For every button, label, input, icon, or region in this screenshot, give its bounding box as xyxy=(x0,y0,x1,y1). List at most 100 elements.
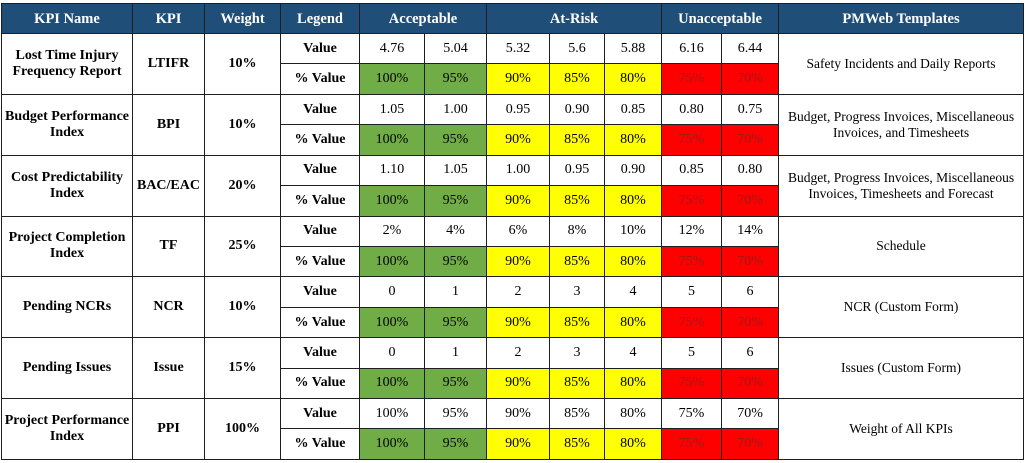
threshold-value-cell: 5 xyxy=(661,337,723,369)
kpi-code-ppi: PPI xyxy=(132,398,205,460)
threshold-value-cell: 0.80 xyxy=(721,154,780,187)
pmweb-templates-bpi: Budget, Progress Invoices, Miscellaneous… xyxy=(778,93,1025,156)
kpi-name-ncr: Pending NCRs xyxy=(1,276,133,339)
threshold-pct-cell: 100% xyxy=(359,245,425,278)
threshold-pct-cell: 80% xyxy=(604,124,663,156)
table-row: Budget Performance Index BPI 10% Value 1.05 1… xyxy=(1,93,1025,156)
threshold-pct-cell: 70% xyxy=(721,428,780,460)
threshold-pct-cell: 95% xyxy=(423,185,488,217)
kpi-weight-bac-eac: 20% xyxy=(204,154,281,217)
threshold-value-cell: 85% xyxy=(549,398,606,430)
threshold-pct-cell: 90% xyxy=(486,185,551,217)
threshold-pct-cell: 75% xyxy=(661,185,723,217)
kpi-code-ltifr: LTIFR xyxy=(132,33,205,95)
legend-value-label: Value xyxy=(280,93,360,126)
header-row: KPI Name KPI Weight Legend Acceptable At… xyxy=(1,3,1025,34)
header-acceptable: Acceptable xyxy=(358,3,488,34)
threshold-value-cell: 1.05 xyxy=(359,93,425,126)
threshold-value-cell: 80% xyxy=(604,398,663,430)
header-unacceptable: Unacceptable xyxy=(661,3,780,34)
threshold-pct-cell: 85% xyxy=(549,124,606,156)
threshold-pct-cell: 85% xyxy=(549,428,606,460)
threshold-value-cell: 1.10 xyxy=(359,154,425,187)
kpi-weight-bpi: 10% xyxy=(204,93,281,156)
threshold-value-cell: 10% xyxy=(604,215,663,247)
kpi-name-bac-eac: Cost Predictability Index xyxy=(1,154,133,217)
threshold-value-cell: 5.88 xyxy=(604,32,663,65)
threshold-value-cell: 0.95 xyxy=(486,93,551,126)
threshold-value-cell: 90% xyxy=(486,398,551,430)
threshold-pct-cell: 100% xyxy=(359,367,425,400)
pmweb-templates-issue: Issues (Custom Form) xyxy=(778,337,1025,400)
threshold-value-cell: 8% xyxy=(549,215,606,247)
threshold-pct-cell: 85% xyxy=(549,185,606,217)
table-row: % Value 100% 95% 90% 85% 80% 75% 70% xyxy=(2,124,1024,156)
threshold-value-cell: 6% xyxy=(486,215,551,247)
threshold-pct-cell: 70% xyxy=(721,306,780,339)
threshold-pct-cell: 95% xyxy=(423,124,488,156)
threshold-pct-cell: 85% xyxy=(549,245,606,278)
threshold-value-cell: 0 xyxy=(359,276,425,308)
threshold-value-cell: 70% xyxy=(721,398,780,430)
kpi-name-bpi: Budget Performance Index xyxy=(1,93,133,156)
threshold-value-cell: 0.85 xyxy=(661,154,723,187)
header-at-risk: At-Risk xyxy=(486,3,663,34)
legend-value-label: Value xyxy=(280,337,360,369)
threshold-pct-cell: 85% xyxy=(549,367,606,400)
legend-pct-label: % Value xyxy=(280,306,360,339)
threshold-value-cell: 1.00 xyxy=(486,154,551,187)
pmweb-templates-tf: Schedule xyxy=(778,215,1025,278)
threshold-value-cell: 2% xyxy=(359,215,425,247)
threshold-pct-cell: 70% xyxy=(721,367,780,400)
threshold-value-cell: 6.44 xyxy=(721,32,780,65)
table-row: Project Completion Index TF 25% Value 2% 4% 6%… xyxy=(1,215,1025,278)
legend-pct-label: % Value xyxy=(280,124,360,156)
kpi-weight-tf: 25% xyxy=(204,215,281,278)
pmweb-templates-ppi: Weight of All KPIs xyxy=(778,398,1025,460)
legend-value-label: Value xyxy=(280,398,360,430)
threshold-value-cell: 75% xyxy=(661,398,723,430)
threshold-value-cell: 1 xyxy=(423,337,488,369)
table-row: Cost Predictability Index BAC/EAC 20% Value… xyxy=(1,154,1025,217)
kpi-table: KPI Name KPI Weight Legend Acceptable At… xyxy=(1,3,1025,460)
pmweb-templates-ltifr: Safety Incidents and Daily Reports xyxy=(778,33,1025,95)
threshold-value-cell: 100% xyxy=(359,398,425,430)
table-row: Pending NCRs NCR 10% Value 0 1 2 3 4 5 6 NCR (Custo… xyxy=(1,276,1025,339)
threshold-pct-cell: 70% xyxy=(721,185,780,217)
threshold-pct-cell: 90% xyxy=(486,124,551,156)
threshold-value-cell: 0.90 xyxy=(549,93,606,126)
legend-value-label: Value xyxy=(280,215,360,247)
table-row: Lost Time Injury Frequency Report LTIFR 10… xyxy=(1,32,1025,95)
threshold-value-cell: 4.76 xyxy=(359,32,425,65)
threshold-pct-cell: 70% xyxy=(721,245,780,278)
threshold-value-cell: 0 xyxy=(359,337,425,369)
threshold-value-cell: 1 xyxy=(423,276,488,308)
threshold-pct-cell: 90% xyxy=(486,63,551,95)
threshold-pct-cell: 75% xyxy=(661,124,723,156)
header-kpi-name: KPI Name xyxy=(1,3,133,34)
table-row: % Value 100% 95% 90% 85% 80% 75% 70% xyxy=(2,245,1024,278)
threshold-value-cell: 4 xyxy=(604,276,663,308)
kpi-name-ppi: Project Performance Index xyxy=(1,398,133,460)
threshold-pct-cell: 75% xyxy=(661,428,723,460)
threshold-pct-cell: 90% xyxy=(486,306,551,339)
legend-value-label: Value xyxy=(280,32,360,65)
threshold-pct-cell: 95% xyxy=(423,306,488,339)
table-row: Project Performance Index PPI 100% Value 100… xyxy=(1,398,1025,460)
threshold-value-cell: 3 xyxy=(549,276,606,308)
threshold-value-cell: 14% xyxy=(721,215,780,247)
kpi-weight-issue: 15% xyxy=(204,337,281,400)
legend-pct-label: % Value xyxy=(280,63,360,95)
threshold-pct-cell: 75% xyxy=(661,245,723,278)
threshold-pct-cell: 100% xyxy=(359,124,425,156)
threshold-value-cell: 6 xyxy=(721,337,780,369)
threshold-value-cell: 0.90 xyxy=(604,154,663,187)
threshold-pct-cell: 80% xyxy=(604,185,663,217)
kpi-weight-ltifr: 10% xyxy=(204,33,281,95)
threshold-value-cell: 5.04 xyxy=(423,32,488,65)
kpi-table-body: Lost Time Injury Frequency Report LTIFR 10… xyxy=(1,32,1025,460)
legend-pct-label: % Value xyxy=(280,428,360,460)
threshold-value-cell: 95% xyxy=(423,398,488,430)
threshold-value-cell: 0.75 xyxy=(721,93,780,126)
header-pmweb-templates: PMWeb Templates xyxy=(778,3,1025,34)
